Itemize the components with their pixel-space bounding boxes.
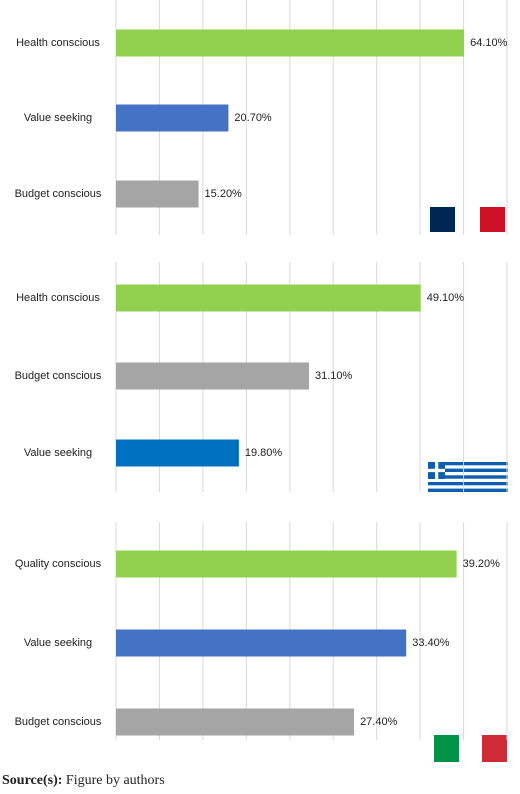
bar: [116, 362, 310, 390]
value-label: 15.20%: [205, 188, 243, 200]
value-label: 33.40%: [412, 637, 450, 649]
category-label: Health conscious: [16, 37, 100, 49]
category-label: Value seeking: [24, 447, 92, 459]
bar: [116, 439, 239, 467]
category-label: Budget conscious: [15, 188, 102, 200]
category-label: Value seeking: [24, 637, 92, 649]
bar: [116, 180, 199, 208]
value-label: 19.80%: [245, 447, 283, 459]
bar: [116, 550, 457, 578]
category-label: Value seeking: [24, 112, 92, 124]
flag-france: [430, 207, 505, 232]
value-label: 64.10%: [470, 37, 508, 49]
source-label: Source(s):: [2, 773, 62, 788]
category-label: Quality conscious: [15, 558, 102, 570]
bar: [116, 104, 229, 132]
source-text: Figure by authors: [66, 773, 165, 788]
value-label: 27.40%: [360, 716, 398, 728]
value-label: 39.20%: [463, 558, 501, 570]
bar: [116, 629, 407, 657]
bar: [116, 29, 465, 57]
bar: [116, 708, 355, 736]
value-label: 20.70%: [234, 112, 272, 124]
category-label: Budget conscious: [15, 370, 102, 382]
flag-italy: [434, 735, 507, 762]
value-label: 31.10%: [315, 370, 353, 382]
category-label: Health conscious: [16, 292, 100, 304]
category-label: Budget conscious: [15, 716, 102, 728]
value-label: 49.10%: [427, 292, 465, 304]
bar: [116, 284, 421, 312]
flag-greece: [428, 462, 508, 492]
source: Source(s): Figure by authors: [2, 773, 165, 788]
